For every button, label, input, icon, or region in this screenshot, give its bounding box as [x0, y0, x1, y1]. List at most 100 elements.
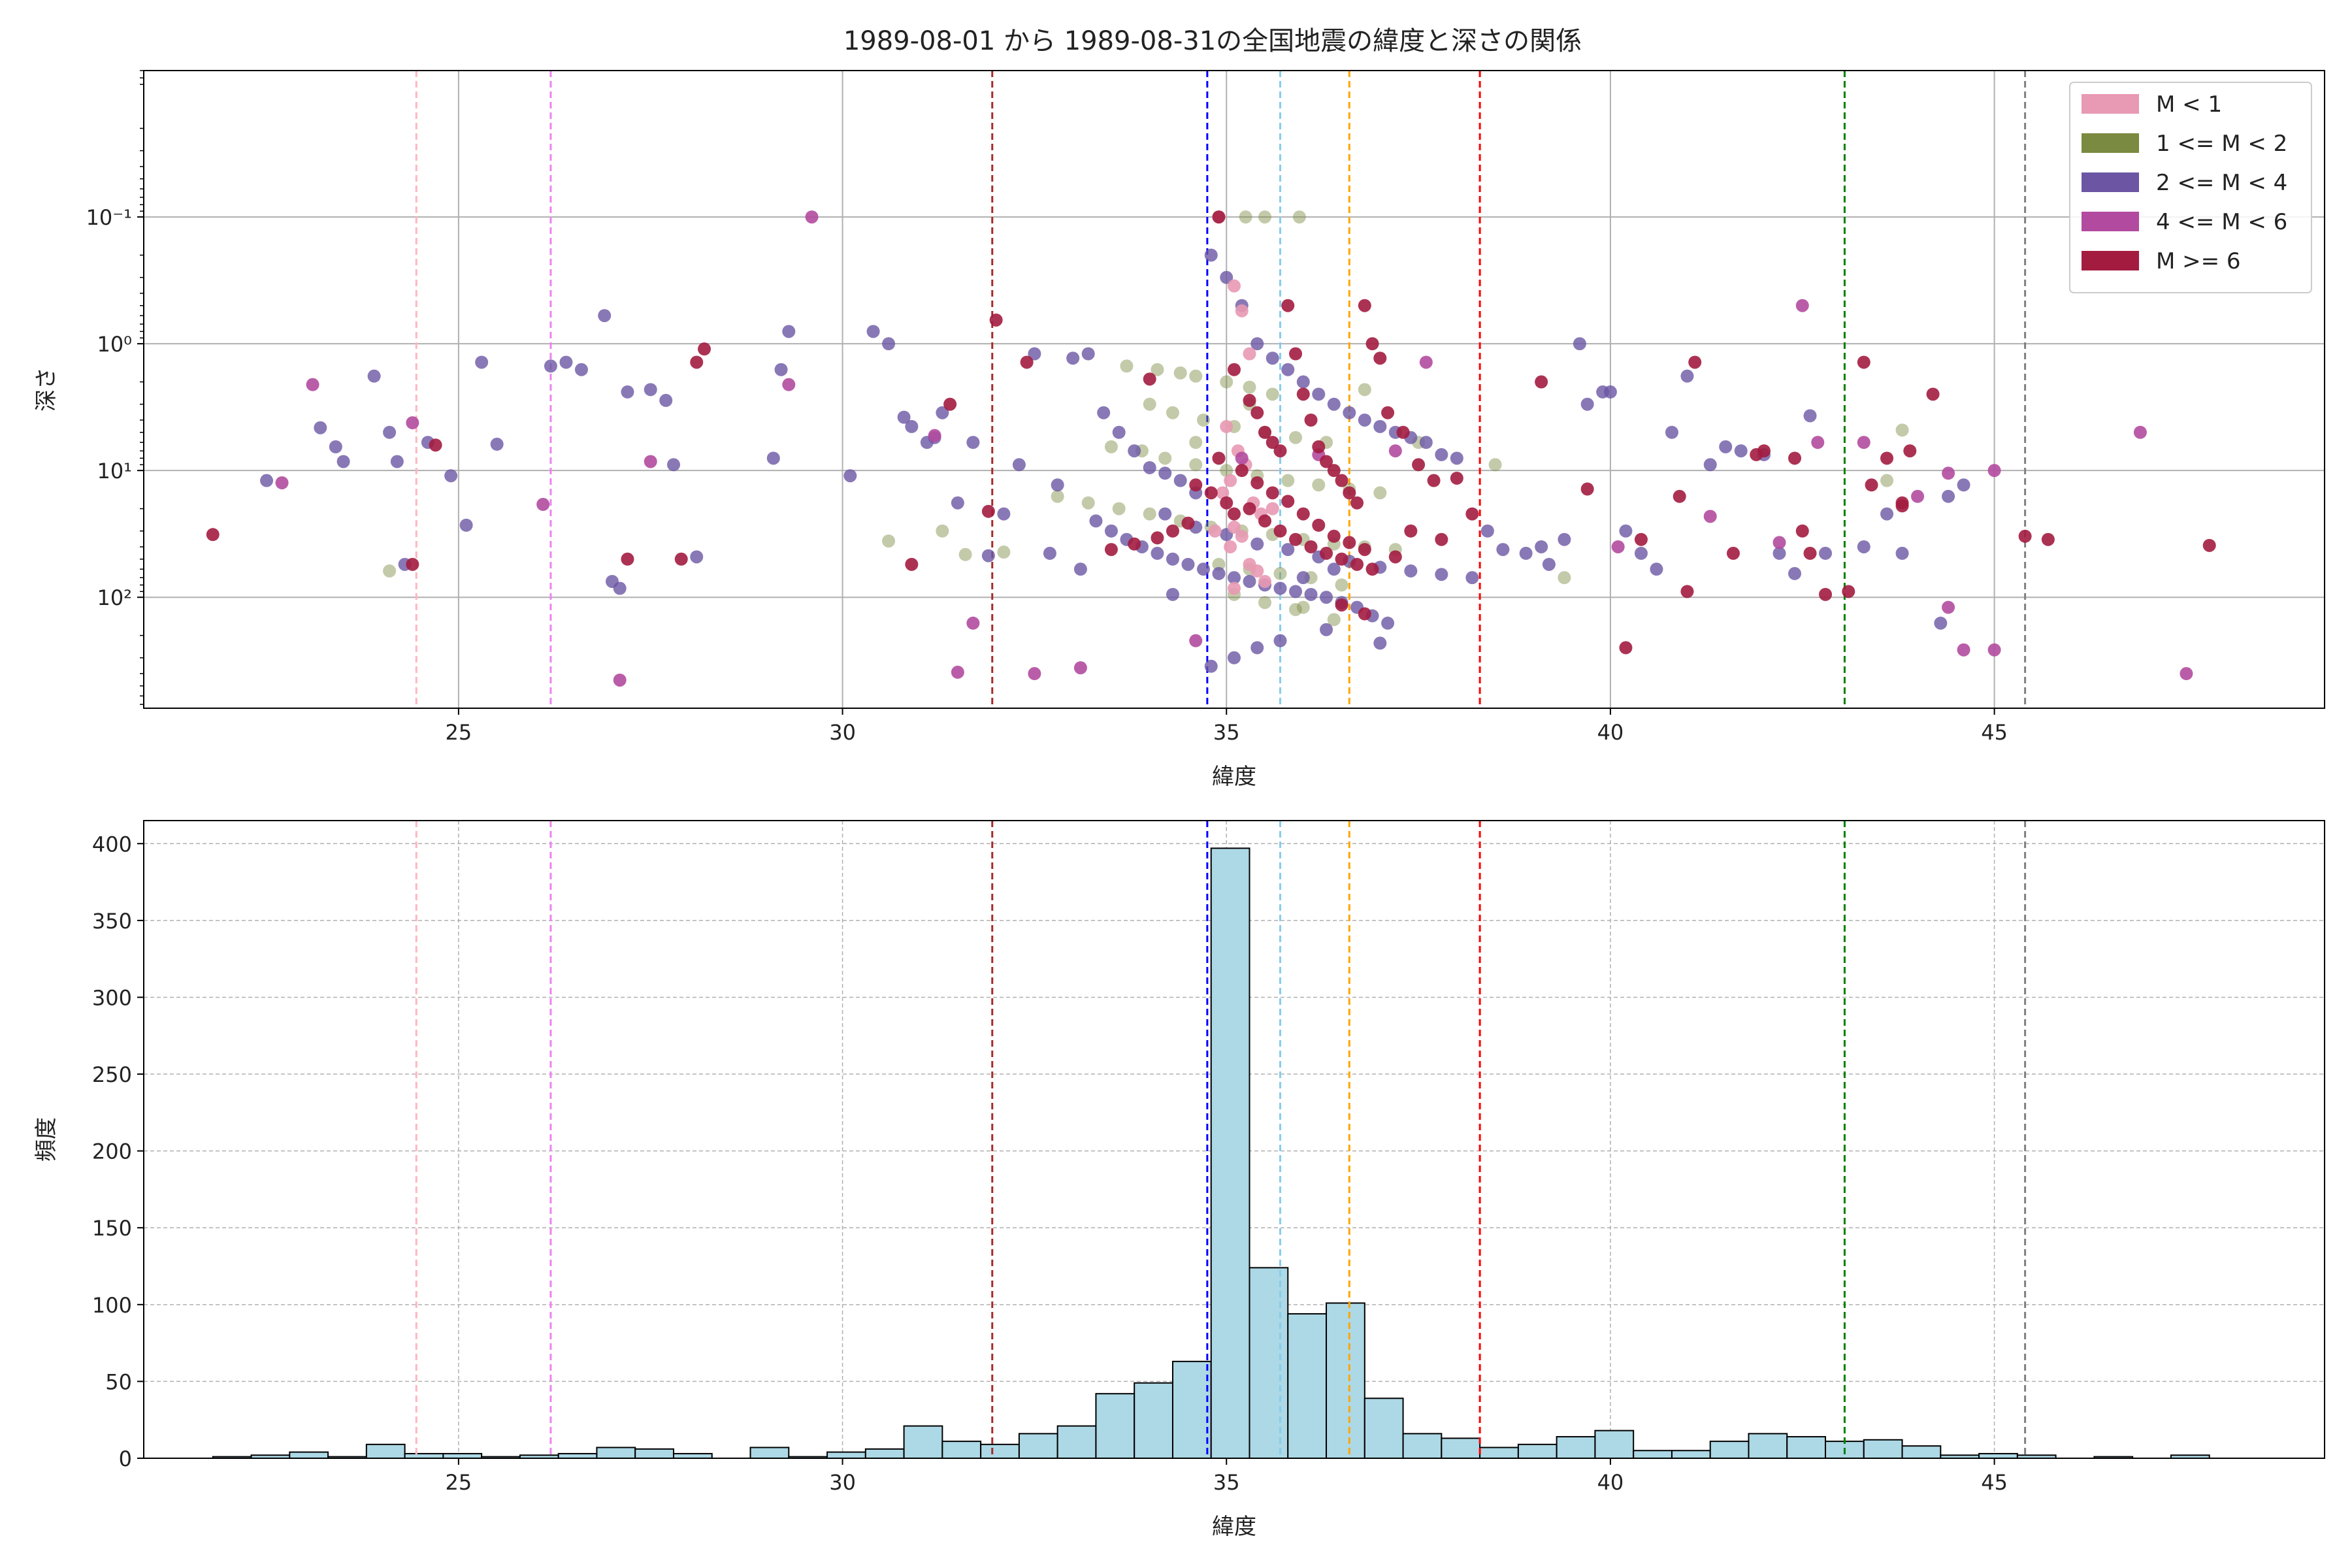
scatter-point — [1289, 347, 1303, 361]
scatter-point — [1196, 563, 1210, 576]
histogram-bar — [1210, 847, 1250, 1459]
histogram-bar — [980, 1443, 1020, 1460]
scatter-point — [1028, 347, 1041, 361]
histogram-bar — [1978, 1452, 2018, 1460]
scatter-point — [1224, 540, 1237, 553]
scatter-point — [1189, 436, 1203, 449]
scatter-y-axis-label: 深さ — [33, 367, 59, 412]
scatter-point — [1051, 489, 1064, 503]
scatter-point — [1128, 537, 1141, 551]
scatter-point — [1228, 279, 1241, 293]
scatter-point — [1043, 546, 1056, 560]
scatter-panel: 25 30 35 40 45 10⁻¹ 10⁰ 10¹ 10² 緯度 深さ M < 1 1 <=… — [33, 70, 2325, 790]
scatter-point — [1388, 444, 1402, 458]
scatter-point — [766, 451, 780, 465]
scatter-point — [1296, 387, 1310, 401]
scatter-point — [1312, 478, 1326, 492]
scatter-point — [2133, 425, 2147, 439]
scatter-point — [1343, 486, 1356, 500]
scatter-point — [1987, 643, 2001, 657]
scatter-point — [1220, 375, 1233, 389]
histogram-bar — [365, 1443, 406, 1460]
histogram-bar — [1018, 1433, 1058, 1460]
scatter-point — [958, 547, 972, 561]
legend-label: M >= 6 — [2156, 248, 2241, 274]
histogram-y-tick-label: 50 — [105, 1369, 132, 1394]
chart-title: 1989-08-01 から 1989-08-31の全国地震の緯度と深さの関係 — [843, 26, 1582, 56]
scatter-point — [459, 518, 473, 532]
histogram-x-tick-label: 40 — [1597, 1470, 1624, 1495]
scatter-point — [490, 437, 504, 451]
histogram-x-tick-label: 25 — [446, 1470, 472, 1495]
scatter-point — [1734, 444, 1748, 458]
legend-label: 4 <= M < 6 — [2156, 209, 2287, 235]
scatter-point — [1204, 486, 1218, 500]
scatter-point — [1166, 406, 1179, 419]
scatter-point — [1243, 502, 1256, 515]
histogram-bar — [903, 1425, 943, 1460]
histogram-y-tick-label: 200 — [92, 1139, 132, 1164]
histogram-bar — [1249, 1267, 1289, 1459]
scatter-point — [1112, 502, 1126, 515]
scatter-point — [1795, 299, 1809, 312]
scatter-point — [1066, 351, 1080, 365]
scatter-point — [1250, 537, 1264, 551]
scatter-point — [1204, 248, 1218, 262]
scatter-point — [1819, 587, 1833, 601]
histogram-reference-lines — [415, 821, 2027, 1458]
scatter-point — [1235, 529, 1249, 543]
scatter-point — [1143, 397, 1156, 411]
scatter-point — [698, 342, 711, 356]
scatter-point — [1258, 514, 1272, 528]
scatter-point — [1289, 532, 1303, 546]
scatter-point — [1266, 351, 1279, 365]
scatter-point — [951, 496, 964, 510]
scatter-point — [1934, 616, 1948, 630]
scatter-point — [1987, 464, 2001, 478]
scatter-point — [1343, 536, 1356, 549]
scatter-point — [997, 546, 1011, 559]
histogram-bar — [1441, 1437, 1481, 1460]
scatter-frame — [143, 70, 2325, 709]
scatter-point — [1243, 347, 1256, 361]
scatter-point — [1880, 451, 1894, 465]
scatter-point — [1266, 387, 1279, 401]
scatter-point — [905, 419, 919, 433]
scatter-point — [1258, 425, 1272, 439]
scatter-point — [1312, 518, 1326, 532]
scatter-point — [1803, 409, 1817, 423]
histogram-y-tick-label: 300 — [92, 985, 132, 1010]
scatter-point — [1650, 563, 1663, 576]
scatter-point — [1573, 337, 1586, 351]
scatter-point — [1895, 499, 1909, 513]
scatter-x-tick-label: 30 — [829, 720, 856, 745]
scatter-point — [1228, 651, 1241, 664]
scatter-point — [1143, 372, 1156, 386]
scatter-point — [1104, 543, 1118, 557]
scatter-point — [774, 363, 788, 376]
scatter-point — [1465, 571, 1479, 585]
scatter-point — [475, 355, 489, 369]
scatter-point — [690, 550, 704, 564]
scatter-point — [1266, 436, 1279, 449]
scatter-point — [1942, 466, 1955, 480]
scatter-x-tick-label: 35 — [1213, 720, 1240, 745]
scatter-point — [805, 210, 819, 224]
scatter-point — [1320, 591, 1333, 604]
scatter-point — [329, 440, 342, 453]
scatter-point — [383, 564, 397, 578]
scatter-point — [1350, 496, 1364, 510]
scatter-point — [1373, 486, 1387, 500]
scatter-point — [1250, 564, 1264, 578]
scatter-point — [1097, 406, 1111, 419]
scatter-point — [1181, 516, 1195, 530]
scatter-point — [1220, 419, 1233, 433]
scatter-point — [1895, 423, 1909, 437]
histogram-x-tick-label: 30 — [829, 1470, 856, 1495]
scatter-point — [613, 673, 627, 687]
scatter-point — [1811, 436, 1825, 449]
scatter-point — [1365, 337, 1379, 351]
scatter-point — [536, 498, 550, 512]
scatter-point — [1312, 387, 1326, 401]
